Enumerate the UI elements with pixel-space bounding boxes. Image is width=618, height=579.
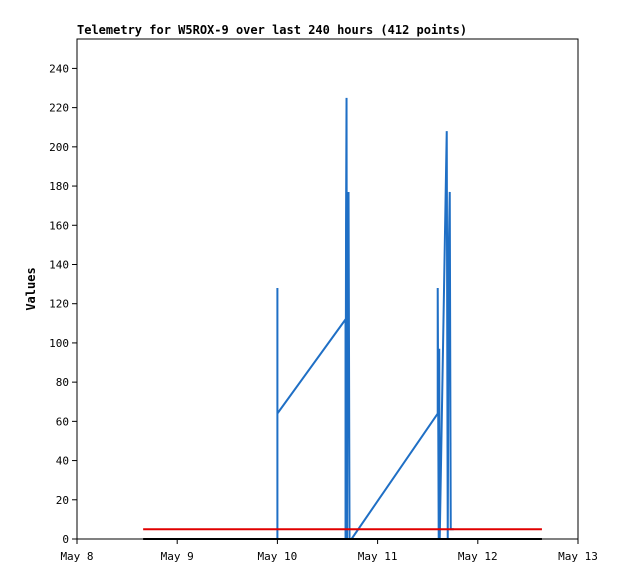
- y-tick-label: 120: [49, 298, 69, 311]
- x-tick-label: May 10: [258, 550, 298, 563]
- plot-frame: [76, 38, 579, 540]
- x-tick-label: May 12: [458, 550, 498, 563]
- x-tick-label: May 8: [60, 550, 93, 563]
- y-tick-label: 60: [56, 415, 69, 428]
- series-line: [276, 97, 454, 540]
- y-tick-label: 100: [49, 337, 69, 350]
- y-tick-label: 180: [49, 180, 69, 193]
- x-tick-label: May 11: [358, 550, 398, 563]
- chart-title: Telemetry for W5ROX-9 over last 240 hour…: [77, 23, 467, 37]
- x-tick-label: May 13: [558, 550, 598, 563]
- y-tick-label: 20: [56, 494, 69, 507]
- y-tick-label: 160: [49, 219, 69, 232]
- y-tick-label: 220: [49, 102, 69, 115]
- y-tick-label: 80: [56, 376, 69, 389]
- x-tick-label: May 9: [161, 550, 194, 563]
- y-axis-label: Values: [24, 267, 38, 310]
- y-tick-label: 40: [56, 455, 69, 468]
- y-tick-label: 140: [49, 258, 69, 271]
- y-tick-label: 240: [49, 62, 69, 75]
- y-tick-label: 200: [49, 141, 69, 154]
- y-tick-label: 0: [62, 533, 69, 546]
